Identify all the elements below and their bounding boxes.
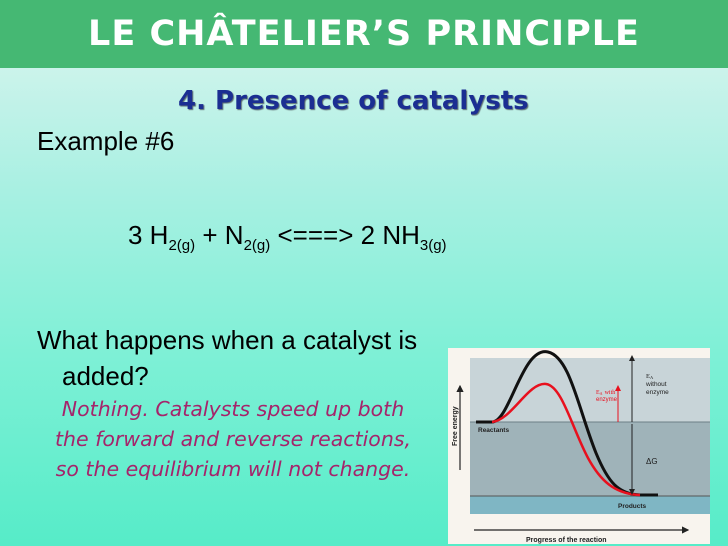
- upper-band: [470, 358, 710, 422]
- energy-diagram: Free energy EA with enzyme EA without enz…: [448, 348, 710, 544]
- svg-text:EA: EA: [646, 373, 654, 380]
- ea-with-sub: A: [600, 391, 603, 396]
- products-band: [470, 496, 710, 514]
- slide-title: LE CHÂTELIER’S PRINCIPLE: [88, 14, 640, 54]
- eq-nh3-sub: 3(g): [419, 237, 447, 254]
- eq-n2: + N: [195, 220, 244, 250]
- catalyzed-curve: [491, 382, 641, 497]
- ea-without-word: without: [645, 381, 667, 388]
- y-axis-label: Free energy: [452, 406, 459, 446]
- eq-h2: 3 H: [128, 220, 169, 250]
- ea-with-enzyme: enzyme: [596, 397, 618, 403]
- slide-subtitle: 4. Presence of catalysts: [178, 86, 529, 116]
- eq-h2-sub: 2(g): [168, 237, 196, 254]
- ea-with-label: E: [596, 390, 600, 396]
- products-label: Products: [618, 503, 647, 510]
- uncatalyzed-curve: [476, 350, 658, 497]
- reaction-equation: 3 H2(g) + N2(g) <===> 2 NH3(g): [128, 220, 447, 254]
- eq-nh3: <===> 2 NH: [270, 220, 420, 250]
- ea-without-label: E: [646, 373, 650, 380]
- x-axis-label: Progress of the reaction: [526, 537, 607, 544]
- example-label: Example #6: [37, 126, 175, 156]
- question-line-1: What happens when a catalyst is: [37, 325, 418, 355]
- delta-g-label: ΔG: [646, 457, 658, 466]
- ea-without-enzyme: enzyme: [646, 389, 669, 396]
- question: What happens when a catalyst is added?: [37, 322, 527, 394]
- ea-with-word: with: [605, 390, 616, 396]
- answer-text: Nothing. Catalysts speed up both the for…: [54, 397, 412, 481]
- question-line-2: added?: [62, 361, 149, 391]
- eq-n2-sub: 2(g): [243, 237, 271, 254]
- ea-without-sub: A: [650, 375, 654, 380]
- reactants-label: Reactants: [478, 427, 509, 434]
- title-bar: [0, 0, 728, 68]
